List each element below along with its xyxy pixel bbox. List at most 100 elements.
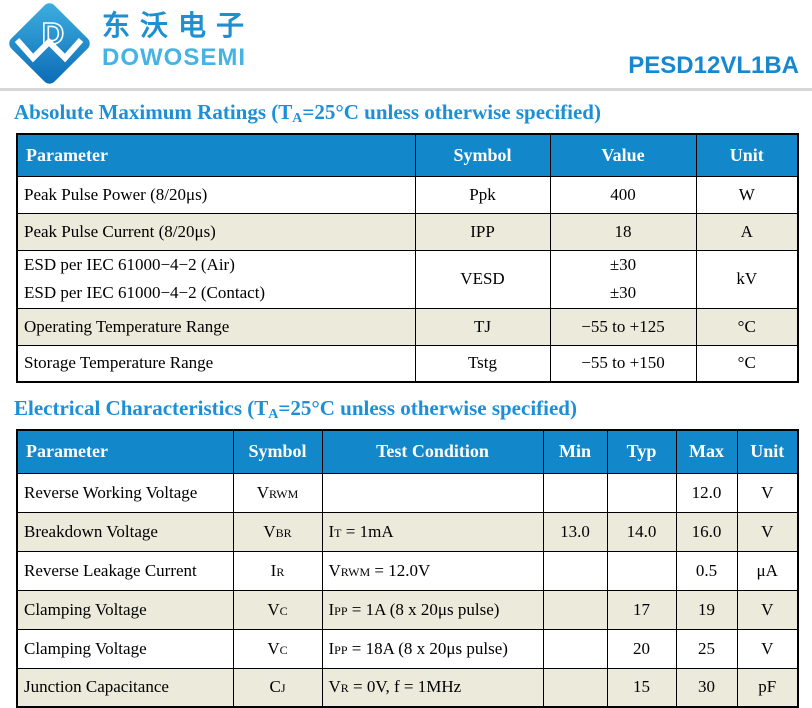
parameter-cell: Operating Temperature Range [16,307,416,346]
test-condition-cell: IT = 1mA [321,511,544,552]
parameter-cell: Clamping Voltage [16,628,234,669]
column-header-max: Max [675,429,738,474]
symbol-cell: VC [232,589,323,630]
unit-cell: kV [695,249,799,309]
table-row: Reverse Leakage Current IR VRWM = 12.0V … [16,550,799,591]
page-header: D 东沃电子 DOWOSEMI PESD12VL1BA [0,0,812,91]
title-subscript: A [268,407,279,422]
value-cell: ±30 ±30 [549,249,697,309]
table-row: Reverse Working Voltage VRWM 12.0 V [16,472,799,513]
value-cell: 400 [549,175,697,214]
min-cell: 13.0 [542,511,608,552]
electrical-characteristics-table: Parameter Symbol Test Condition Min Typ … [16,429,799,708]
title-text: =25°C unless otherwise specified) [278,396,577,420]
value-cell: −55 to +125 [549,307,697,346]
title-subscript: A [292,111,303,126]
symbol-cell: TJ [414,307,551,346]
header-row: Parameter Symbol Value Unit [16,133,799,177]
typ-cell: 20 [606,628,677,669]
unit-cell: V [736,472,799,513]
symbol-cell: Ppk [414,175,551,214]
table-row: Peak Pulse Power (8/20μs) Ppk 400 W [16,175,799,214]
table-header: Parameter Symbol Test Condition Min Typ … [16,429,799,474]
symbol-cell: IPP [414,212,551,251]
unit-cell: V [736,511,799,552]
header-row: Parameter Symbol Test Condition Min Typ … [16,429,799,474]
value-line-contact: ±30 [609,283,637,302]
max-cell: 16.0 [675,511,738,552]
parameter-cell: Storage Temperature Range [16,344,416,383]
parameter-cell: ESD per IEC 61000−4−2 (Air) ESD per IEC … [16,249,416,309]
typ-cell: 14.0 [606,511,677,552]
max-cell: 0.5 [675,550,738,591]
parameter-cell: Clamping Voltage [16,589,234,630]
parameter-cell: Junction Capacitance [16,667,234,708]
unit-cell: W [695,175,799,214]
max-cell: 30 [675,667,738,708]
parameter-cell: Peak Pulse Current (8/20μs) [16,212,416,251]
table-header: Parameter Symbol Value Unit [16,133,799,177]
value-cell: 18 [549,212,697,251]
column-header-min: Min [542,429,608,474]
value-line-air: ±30 [609,255,637,274]
unit-cell: pF [736,667,799,708]
value-cell: −55 to +150 [549,344,697,383]
test-condition-cell: IPP = 18A (8 x 20μs pulse) [321,628,544,669]
logo-letter-w-icon [14,37,84,63]
typ-cell: 17 [606,589,677,630]
unit-cell: V [736,628,799,669]
test-condition-cell: VRWM = 12.0V [321,550,544,591]
parameter-cell: Reverse Working Voltage [16,472,234,513]
title-text: =25°C unless otherwise specified) [302,100,601,124]
company-name-chinese: 东沃电子 [102,11,255,42]
max-cell: 25 [675,628,738,669]
min-cell [542,550,608,591]
table-row: Breakdown Voltage VBR IT = 1mA 13.0 14.0… [16,511,799,552]
title-text: Electrical Characteristics (T [14,396,269,420]
max-cell: 19 [675,589,738,630]
column-header-value: Value [549,133,697,177]
typ-cell: 15 [606,667,677,708]
table-row: Junction Capacitance CJ VR = 0V, f = 1MH… [16,667,799,708]
symbol-cell: IR [232,550,323,591]
absolute-maximum-ratings-table: Parameter Symbol Value Unit Peak Pulse P… [16,133,799,383]
column-header-parameter: Parameter [16,429,234,474]
column-header-symbol: Symbol [414,133,551,177]
parameter-cell: Reverse Leakage Current [16,550,234,591]
symbol-cell: VBR [232,511,323,552]
dw-diamond-logo-icon: D [9,3,90,84]
column-header-parameter: Parameter [16,133,416,177]
column-header-unit: Unit [736,429,799,474]
column-header-test-condition: Test Condition [321,429,544,474]
unit-cell: V [736,589,799,630]
title-text: Absolute Maximum Ratings (T [14,100,293,124]
column-header-typ: Typ [606,429,677,474]
symbol-cell: CJ [232,667,323,708]
table-row: Clamping Voltage VC IPP = 18A (8 x 20μs … [16,628,799,669]
min-cell [542,589,608,630]
unit-cell: °C [695,307,799,346]
typ-cell [606,472,677,513]
symbol-cell: VRWM [232,472,323,513]
section-title-electrical-characteristics: Electrical Characteristics (TA=25°C unle… [14,396,812,423]
symbol-cell: Tstg [414,344,551,383]
parameter-cell: Breakdown Voltage [16,511,234,552]
max-cell: 12.0 [675,472,738,513]
company-name-latin: DOWOSEMI [102,44,246,71]
test-condition-cell [321,472,544,513]
symbol-cell: VC [232,628,323,669]
min-cell [542,472,608,513]
table-row: Storage Temperature Range Tstg −55 to +1… [16,344,799,383]
parameter-line-air: ESD per IEC 61000−4−2 (Air) [24,255,235,274]
section-title-absolute-maximum-ratings: Absolute Maximum Ratings (TA=25°C unless… [14,100,812,127]
column-header-unit: Unit [695,133,799,177]
parameter-line-contact: ESD per IEC 61000−4−2 (Contact) [24,283,266,302]
test-condition-cell: IPP = 1A (8 x 20μs pulse) [321,589,544,630]
parameter-cell: Peak Pulse Power (8/20μs) [16,175,416,214]
unit-cell: A [695,212,799,251]
unit-cell: μA [736,550,799,591]
test-condition-cell: VR = 0V, f = 1MHz [321,667,544,708]
table-row: ESD per IEC 61000−4−2 (Air) ESD per IEC … [16,249,799,309]
column-header-symbol: Symbol [232,429,323,474]
typ-cell [606,550,677,591]
